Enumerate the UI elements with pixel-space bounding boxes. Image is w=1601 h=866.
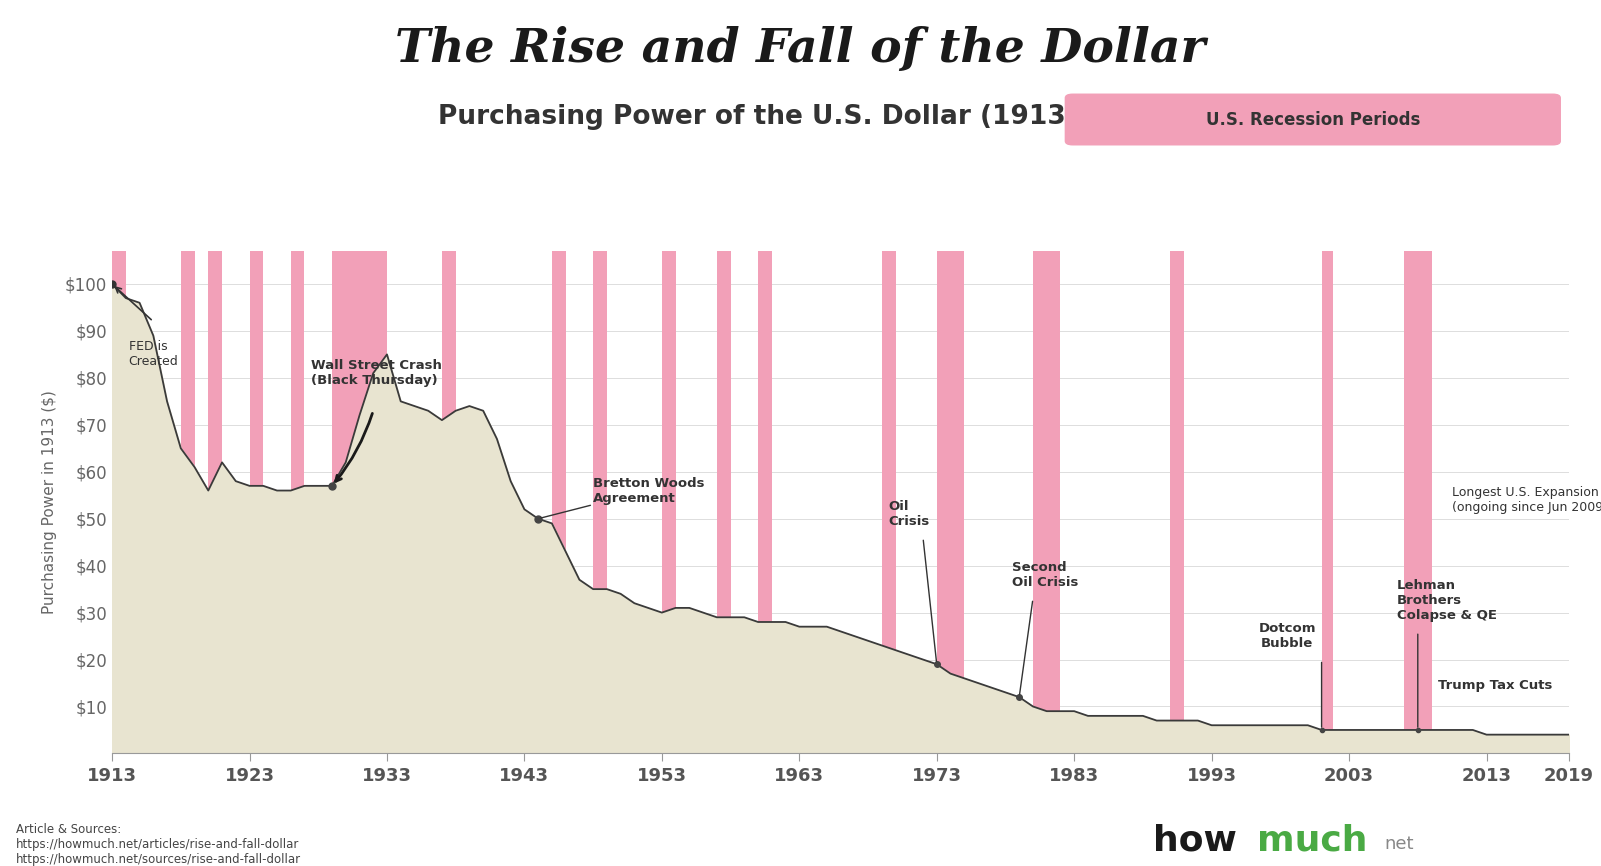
Bar <box>552 251 565 753</box>
Text: Trump Tax Cuts: Trump Tax Cuts <box>1438 680 1553 693</box>
Bar <box>1033 251 1060 753</box>
Text: Purchasing Power of the U.S. Dollar (1913-2019): Purchasing Power of the U.S. Dollar (191… <box>439 104 1162 130</box>
Bar <box>757 251 772 753</box>
Text: Article & Sources:
https://howmuch.net/articles/rise-and-fall-dollar
https://how: Article & Sources: https://howmuch.net/a… <box>16 823 301 866</box>
Bar <box>291 251 304 753</box>
Text: Second
Oil Crisis: Second Oil Crisis <box>1012 561 1079 589</box>
Text: Lehman
Brothers
Colapse & QE: Lehman Brothers Colapse & QE <box>1398 579 1497 622</box>
Text: Wall Street Crash
(Black Thursday): Wall Street Crash (Black Thursday) <box>311 359 442 387</box>
Bar <box>331 251 387 753</box>
Bar <box>250 251 263 753</box>
Bar <box>882 251 895 753</box>
Bar <box>592 251 607 753</box>
Text: The Rise and Fall of the Dollar: The Rise and Fall of the Dollar <box>395 26 1206 72</box>
Bar <box>112 251 126 753</box>
Text: Oil
Crisis: Oil Crisis <box>889 500 930 528</box>
Text: Longest U.S. Expansion
(ongoing since Jun 2009): Longest U.S. Expansion (ongoing since Ju… <box>1452 486 1601 514</box>
Bar <box>1321 251 1332 753</box>
Bar <box>717 251 730 753</box>
Bar <box>1404 251 1431 753</box>
Bar <box>661 251 676 753</box>
Bar <box>208 251 223 753</box>
Text: how: how <box>1153 824 1236 857</box>
Bar <box>1170 251 1185 753</box>
Bar <box>181 251 195 753</box>
Text: Dotcom
Bubble: Dotcom Bubble <box>1258 622 1316 650</box>
Text: much: much <box>1257 824 1367 857</box>
Text: net: net <box>1385 835 1414 853</box>
Text: Bretton Woods
Agreement: Bretton Woods Agreement <box>592 476 704 505</box>
Bar <box>1569 251 1580 753</box>
Text: U.S. Recession Periods: U.S. Recession Periods <box>1206 111 1420 128</box>
Bar <box>442 251 456 753</box>
Text: FED is
Created: FED is Created <box>128 340 178 368</box>
Bar <box>937 251 964 753</box>
Y-axis label: Purchasing Power in 1913 ($): Purchasing Power in 1913 ($) <box>42 391 56 614</box>
